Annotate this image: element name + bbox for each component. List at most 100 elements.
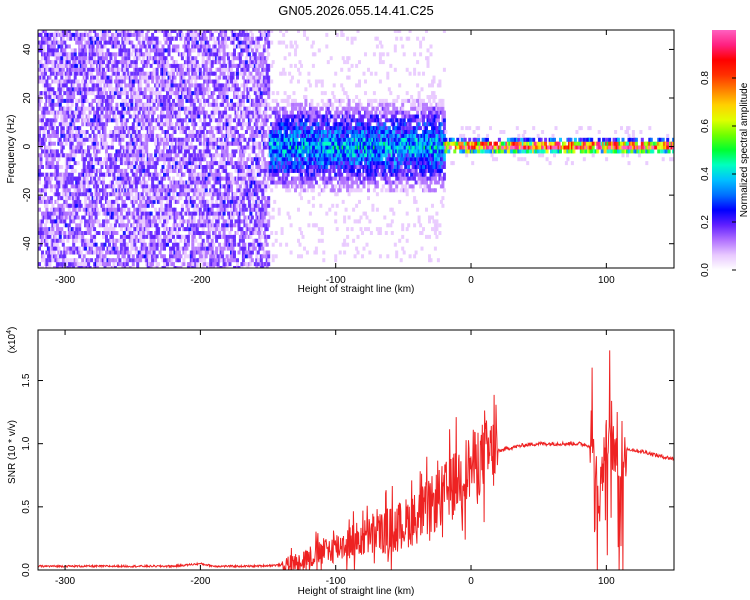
- spectrogram-cell-2967: [166, 79, 169, 84]
- spectrogram-cell-422: [55, 188, 59, 193]
- spectrogram-cell-1018: [82, 215, 86, 220]
- spectrogram-cell-1963: [122, 157, 126, 162]
- spectrogram-cell-1164: [88, 188, 92, 193]
- spectrogram-cell-3569: [192, 192, 196, 197]
- spectrogram-cell-413: [55, 242, 59, 247]
- spectrogram-cell-1520: [103, 130, 107, 134]
- spectrogram-cell-858: [75, 211, 79, 216]
- spectrogram-cell-17: [38, 133, 41, 138]
- spectrogram-cell-2760: [157, 102, 161, 107]
- spectrogram-cell-2744: [157, 231, 161, 235]
- spectrogram-cell-2535: [146, 71, 150, 76]
- spectrogram-cell-4016: [212, 203, 216, 208]
- spectrogram-cell-1796: [115, 87, 119, 92]
- spectrogram-cell-4112: [216, 254, 220, 259]
- spectrogram-cell-1652: [109, 161, 113, 166]
- spectrogram-cell-1285: [93, 52, 97, 57]
- spectrogram-cell-776: [70, 79, 74, 84]
- spectrogram-cell-4236: [221, 114, 225, 119]
- spectrogram-cell-84: [41, 126, 44, 131]
- spectrogram-cell-2960: [166, 110, 169, 115]
- spectrogram-cell-663: [66, 122, 70, 127]
- spectrogram-cell-4581: [236, 71, 239, 76]
- spectrogram-cell-3685: [197, 52, 201, 57]
- spectrogram-cell-4310: [224, 110, 228, 115]
- spectrogram-cell-4614: [237, 87, 241, 92]
- spectrogram-cell-1837: [116, 44, 120, 49]
- spectrogram-cell-848: [73, 48, 77, 53]
- spectrogram-cell-2871: [163, 254, 166, 259]
- spectrogram-cell-4993: [255, 223, 259, 228]
- spectrogram-cell-1951: [122, 231, 126, 235]
- spectrogram-cell-4903: [250, 192, 254, 197]
- spectrogram-cell-2838: [161, 211, 165, 216]
- spectrogram-cell-742: [69, 106, 73, 111]
- spectrogram-cell-1: [38, 246, 41, 251]
- spectrogram-cell-4715: [241, 110, 245, 115]
- spectrogram-cell-2045: [125, 102, 129, 107]
- spectrogram-cell-1938: [121, 40, 125, 45]
- spectrogram-cell-3757: [201, 250, 205, 255]
- spectrogram-cell-4301: [224, 165, 228, 169]
- spectrogram-cell-1009: [81, 44, 85, 49]
- spectrogram-cell-4939: [252, 168, 256, 173]
- spectrogram-cell-1284: [93, 56, 97, 61]
- spectrogram-cell-3780: [201, 130, 205, 134]
- spectrogram-cell-3423: [186, 180, 190, 185]
- spectrogram-cell-2943: [166, 215, 169, 220]
- spectrogram-cell-1383: [97, 149, 101, 154]
- spectrogram-cell-3492: [189, 165, 193, 169]
- spectrogram-cell-3212: [176, 48, 180, 53]
- spectrogram-cell-2211: [133, 95, 137, 99]
- spectrogram-cell-4973: [253, 130, 257, 134]
- spectrogram-cell-308: [49, 44, 53, 49]
- spectrogram-cell-3653: [195, 91, 199, 96]
- spectrogram-cell-3368: [183, 71, 187, 76]
- spectrogram-cell-2466: [143, 71, 147, 76]
- spectrogram-cell-3031: [169, 153, 172, 158]
- spectrogram-cell-1030: [82, 141, 86, 146]
- spectrogram-cell-2694: [154, 91, 158, 96]
- spectrogram-cell-565: [61, 145, 65, 150]
- spectrogram-cell-1792: [115, 122, 119, 127]
- spectrogram-cell-4910: [250, 157, 254, 162]
- spectrogram-cell-4974: [253, 122, 257, 127]
- spectrogram-cell-4746: [243, 145, 247, 150]
- spectrogram-cell-2205: [133, 145, 137, 150]
- spectrogram-cell-4636: [238, 161, 242, 166]
- spectrogram-cell-2591: [149, 188, 153, 193]
- spectrogram-cell-1309: [94, 153, 98, 158]
- spectrogram-cell-3766: [201, 196, 205, 201]
- spectrogram-cell-2758: [157, 118, 161, 123]
- spectrogram-cell-2311: [137, 110, 141, 115]
- spectrogram-cell-3709: [198, 133, 202, 138]
- spectrogram-cell-2404: [142, 223, 146, 228]
- spectrogram-cell-2075: [127, 83, 131, 88]
- spectrogram-cell-777: [70, 67, 74, 72]
- spectrogram-cell-2025: [125, 242, 129, 247]
- spectrogram-cell-4520: [233, 56, 236, 61]
- spectrogram-cell-4513: [233, 106, 236, 111]
- spectrogram-cell-4380: [227, 133, 230, 138]
- spectrogram-cell-4977: [253, 110, 257, 115]
- spectrogram-cell-1560: [105, 102, 108, 107]
- spectrogram-cell-2173: [131, 153, 135, 158]
- spectrogram-cell-4259: [222, 211, 226, 216]
- spectrogram-cell-2848: [161, 149, 165, 154]
- spectrogram-cell-4091: [215, 153, 219, 158]
- spectrogram-cell-3707: [198, 141, 202, 146]
- spectrogram-cell-1879: [119, 196, 123, 201]
- spectrogram-cell-1731: [112, 95, 116, 99]
- spectrogram-cell-4960: [253, 227, 257, 232]
- spectrogram-cell-1697: [110, 87, 114, 92]
- spectrogram-cell-4847: [247, 106, 251, 111]
- spectrogram-cell-1098: [85, 176, 89, 181]
- spectrogram-cell-1732: [112, 71, 116, 76]
- spectrogram-cell-2810: [160, 180, 164, 185]
- spectrogram-cell-1229: [91, 199, 95, 204]
- spectrogram-cell-463: [57, 157, 61, 162]
- spectrogram-cell-3656: [195, 67, 199, 72]
- spectrogram-cell-185: [45, 157, 49, 162]
- spectrogram-cell-4152: [218, 180, 222, 185]
- spectrogram-cell-1353: [96, 95, 100, 99]
